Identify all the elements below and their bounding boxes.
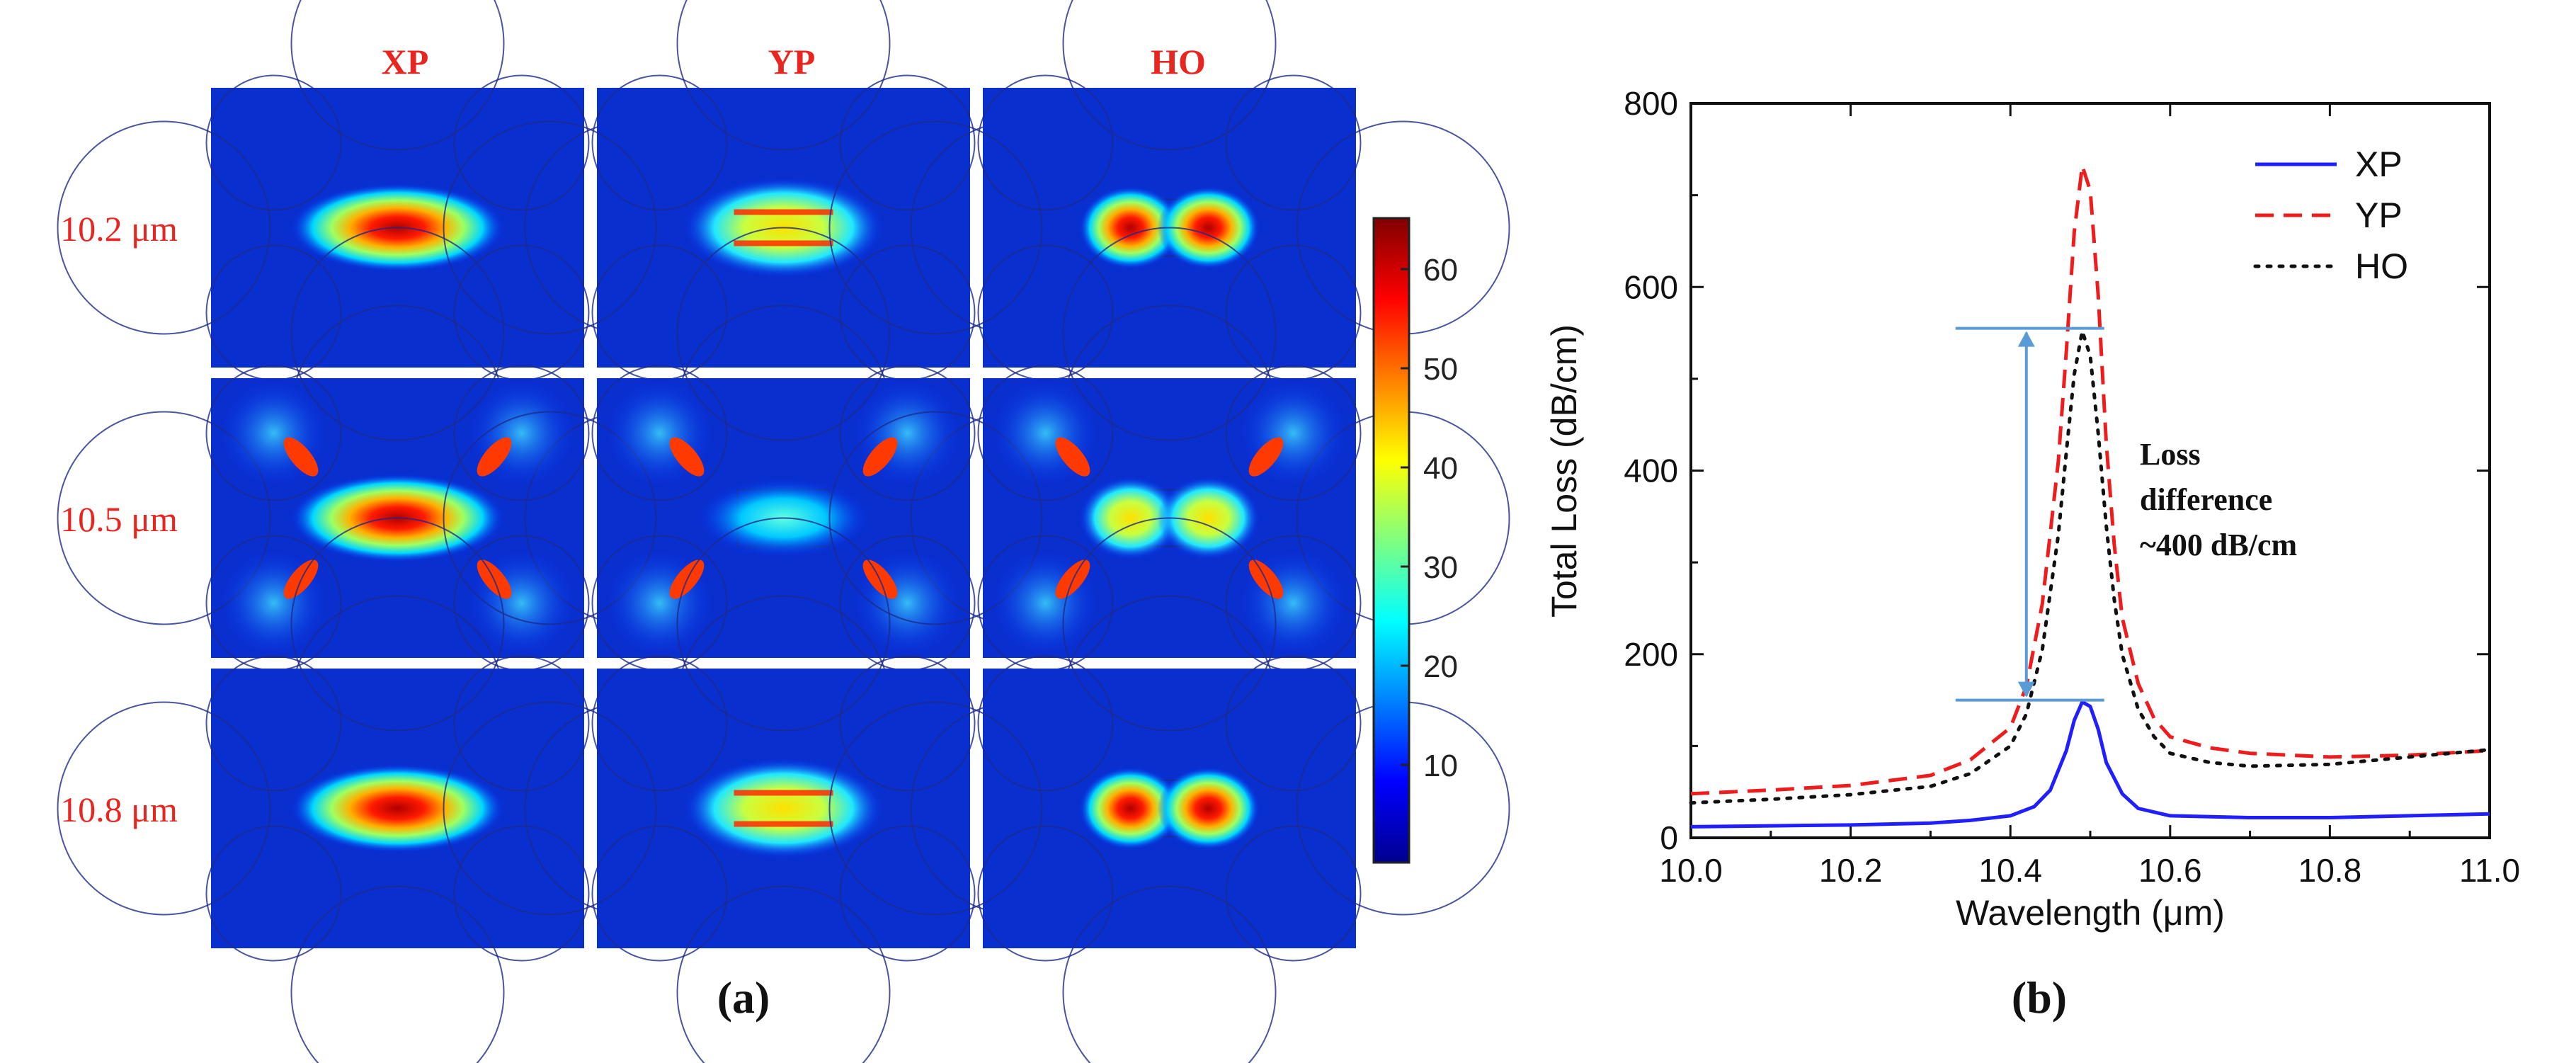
row-label-10-5: 10.5 μm (60, 499, 178, 539)
x-tick-label: 10.2 (1819, 852, 1883, 889)
x-tick-label: 10.8 (2298, 852, 2362, 889)
series-line-ho (1689, 329, 2492, 805)
colorbar-ticks: 60 50 40 30 20 10 (1401, 253, 1458, 783)
series-line-xp (1690, 700, 2490, 829)
caption-b: (b) (2012, 972, 2067, 1023)
x-tick-label: 10.0 (1659, 852, 1723, 889)
x-tick-label: 11.0 (2459, 852, 2520, 889)
x-tick-label: 10.6 (2138, 852, 2202, 889)
mode-field-map (443, 227, 1124, 809)
row-label-10-8: 10.8 μm (60, 790, 178, 829)
colorbar-tick-label: 20 (1423, 649, 1458, 684)
y-tick-label: 200 (1624, 636, 1678, 673)
y-tick-label: 400 (1624, 453, 1678, 489)
y-axis: 0 200 400 600 800 (1624, 85, 2490, 856)
x-tick-label: 10.4 (1978, 852, 2042, 889)
y-tick-label: 0 (1660, 819, 1678, 856)
colorbar-tick-label: 60 (1423, 253, 1458, 288)
mode-field-map (57, 227, 739, 809)
colorbar-tick-label: 50 (1423, 352, 1458, 387)
column-header-ho: HO (1151, 42, 1206, 81)
annotation-line-3: ~400 dB/cm (2140, 528, 2297, 562)
y-tick-label: 800 (1624, 85, 1678, 122)
column-header-xp: XP (382, 42, 429, 81)
x-axis: 10.0 10.2 10.4 10.6 10.8 11.0 (1659, 103, 2520, 889)
colorbar-tick-label: 30 (1423, 550, 1458, 585)
column-header-yp: YP (768, 42, 816, 81)
legend: XP YP HO (2253, 144, 2408, 286)
x-axis-label: Wavelength (μm) (1956, 893, 2225, 933)
y-axis-label: Total Loss (dB/cm) (1544, 324, 1584, 618)
annotation-line-1: Loss (2140, 437, 2201, 472)
series (1689, 164, 2492, 829)
mode-field-map (828, 227, 1510, 809)
colorbar (1372, 217, 1410, 864)
series-line-yp (1690, 164, 2490, 796)
legend-label-yp: YP (2355, 195, 2403, 235)
annotation-line-2: difference (2140, 482, 2272, 517)
mode-field-map (57, 517, 739, 1063)
loss-difference-arrow (1955, 326, 2104, 702)
row-label-10-2: 10.2 μm (60, 209, 178, 249)
colorbar-tick-label: 40 (1423, 451, 1458, 486)
legend-label-xp: XP (2355, 144, 2403, 184)
loss-chart: 10.0 10.2 10.4 10.6 10.8 11.0 0 200 400 600 800 W… (1544, 85, 2520, 1023)
colorbar-tick-label: 10 (1423, 749, 1458, 783)
mode-field-map (828, 517, 1510, 1063)
y-tick-label: 600 (1624, 268, 1678, 305)
mode-field-map (443, 517, 1124, 1063)
legend-label-ho: HO (2355, 246, 2408, 286)
caption-a: (a) (717, 972, 770, 1023)
mode-field-grid: XP YP HO 10.2 μm 10.5 μm 10.8 μm 60 50 4… (57, 0, 1510, 1063)
